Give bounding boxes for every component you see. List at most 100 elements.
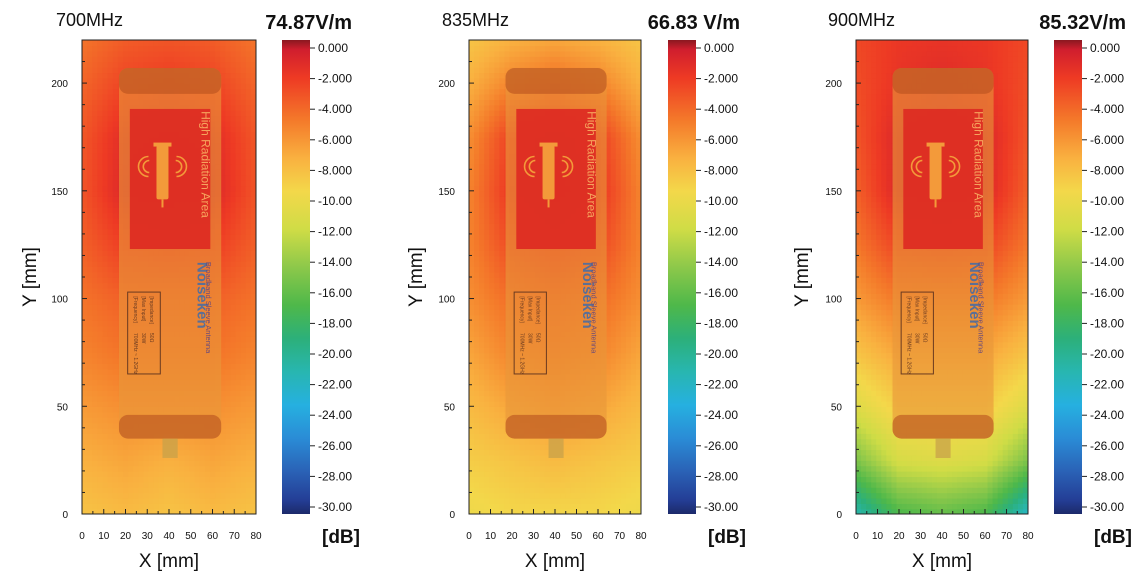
heatmap-cell	[97, 336, 104, 343]
heatmap-cell	[615, 417, 622, 424]
heatmap-cell	[107, 255, 114, 262]
heatmap-cell	[112, 99, 119, 106]
heatmap-cell	[489, 384, 495, 391]
heatmap-cell	[494, 298, 501, 305]
heatmap-cell	[524, 465, 531, 472]
heatmap-cell	[184, 497, 191, 504]
heatmap-cell	[235, 180, 242, 187]
heatmap-cell	[560, 487, 566, 494]
heatmap-cell	[250, 400, 256, 407]
spec-value-text: 50Ω	[148, 333, 154, 343]
signal-wave-icon	[142, 159, 150, 174]
heatmap-cell	[158, 503, 165, 510]
heatmap-cell	[220, 228, 226, 235]
heatmap-cell	[484, 266, 490, 273]
heatmap-cell	[499, 379, 506, 386]
heatmap-cell	[250, 347, 256, 354]
heatmap-cell	[605, 400, 612, 407]
heatmap-cell	[97, 61, 104, 68]
heatmap-cell	[494, 223, 501, 230]
heatmap-cell	[250, 487, 256, 494]
heatmap-cell	[158, 56, 165, 63]
heatmap-cell	[220, 476, 226, 483]
heatmap-cell	[240, 390, 247, 397]
heatmap-cell	[102, 379, 109, 386]
heatmap-cell	[87, 503, 93, 510]
heatmap-cell	[245, 497, 252, 504]
heatmap-cell	[615, 314, 622, 321]
heatmap-cell	[499, 373, 506, 381]
heatmap-cell	[555, 465, 561, 472]
heatmap-cell	[82, 88, 88, 95]
heatmap-cell	[97, 206, 104, 214]
heatmap-cell	[225, 417, 232, 424]
heatmap-cell	[87, 449, 93, 456]
heatmap-cell	[169, 40, 175, 47]
heatmap-cell	[112, 66, 119, 74]
heatmap-cell	[250, 180, 256, 187]
heatmap-cell	[133, 40, 139, 47]
heatmap-cell	[82, 196, 88, 203]
heatmap-cell	[240, 83, 247, 90]
heatmap-cell	[82, 422, 88, 429]
heatmap-cell	[489, 465, 495, 472]
heatmap-cell	[474, 503, 480, 510]
heatmap-cell	[209, 503, 216, 510]
heatmap-cell	[225, 287, 232, 294]
heatmap-cell	[215, 460, 221, 467]
heatmap-cell	[610, 460, 617, 467]
heatmap-cell	[585, 503, 592, 510]
heatmap-cell	[179, 497, 186, 504]
heatmap-cell	[225, 120, 232, 127]
heatmap-cell	[625, 228, 632, 235]
heatmap-cell	[92, 190, 99, 197]
heatmap-cell	[82, 40, 88, 47]
heatmap-cell	[474, 233, 480, 240]
heatmap-cell	[230, 174, 237, 181]
heatmap-cell	[600, 465, 607, 472]
heatmap-cell	[92, 298, 99, 305]
heatmap-cell	[235, 250, 242, 257]
heatmap-cell	[112, 508, 119, 514]
heatmap-cell	[97, 126, 104, 133]
heatmap-cell	[245, 411, 252, 418]
heatmap-cell	[220, 298, 226, 305]
heatmap-cell	[102, 115, 109, 122]
heatmap-cell	[250, 373, 256, 381]
heatmap-cell	[220, 83, 226, 90]
heatmap-cell	[484, 465, 490, 472]
heatmap-cell	[138, 50, 145, 57]
heatmap-cell	[97, 99, 104, 106]
heatmap-cell	[209, 454, 216, 461]
heatmap-cell	[235, 390, 242, 397]
heatmap-cell	[635, 357, 641, 364]
heatmap-cell	[225, 433, 232, 440]
heatmap-cell	[97, 180, 104, 187]
heatmap-cell	[635, 449, 641, 456]
heatmap-cell	[479, 352, 485, 359]
heatmap-cell	[204, 470, 211, 477]
heatmap-cell	[560, 470, 566, 477]
heatmap-cell	[235, 427, 242, 434]
heatmap-cell	[112, 438, 119, 445]
heatmap-cell	[107, 325, 114, 332]
heatmap-cell	[494, 260, 501, 267]
heatmap-cell	[240, 239, 247, 246]
heatmap-cell	[189, 454, 196, 461]
heatmap-cell	[97, 427, 104, 434]
heatmap-cell	[630, 282, 637, 289]
heatmap-cell	[605, 476, 612, 483]
heatmap-cell	[575, 476, 581, 483]
heatmap-cell	[230, 347, 237, 354]
heatmap-cell	[615, 303, 622, 311]
heatmap-cell	[489, 271, 495, 278]
heatmap-cell	[499, 384, 506, 391]
heatmap-cell	[469, 271, 475, 278]
heatmap-cell	[153, 460, 160, 467]
heatmap-cell	[620, 433, 627, 440]
heatmap-cell	[174, 61, 180, 68]
heatmap-cell	[625, 481, 632, 488]
y-tick-label: 50	[57, 402, 69, 413]
heatmap-cell	[220, 314, 226, 321]
heatmap-cell	[240, 400, 247, 407]
